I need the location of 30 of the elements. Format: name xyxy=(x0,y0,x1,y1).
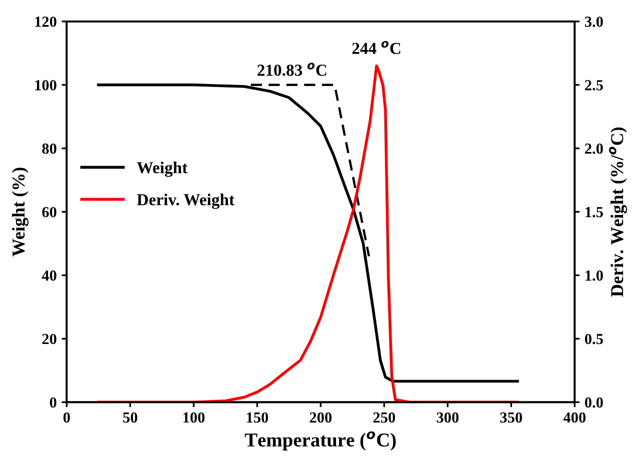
x-tick-label: 0 xyxy=(63,412,70,423)
y2-tick-label: 1.0 xyxy=(586,270,603,281)
y2-tick-label: 0.5 xyxy=(584,334,603,344)
y2-tick-label: 1.5 xyxy=(586,207,603,218)
y-axis-title: Weight (%) xyxy=(12,168,28,256)
x-tick-label: 200 xyxy=(310,412,332,423)
y2-axis-title: Deriv. Weight (%/$^{o}$C) xyxy=(609,128,628,297)
x-tick-label: 300 xyxy=(436,412,459,423)
y-tick-label: 100 xyxy=(35,80,56,90)
legend-label: Deriv. Weight xyxy=(136,194,234,209)
annotation: 244 $^{o}$C xyxy=(352,40,400,54)
x-tick-label: 150 xyxy=(246,412,268,423)
legend-label: Weight xyxy=(136,162,188,177)
x-tick-label: 100 xyxy=(183,412,205,423)
y-tick-label: 120 xyxy=(35,16,56,27)
y-tick-label: 20 xyxy=(42,334,56,344)
y2-tick-label: 3.0 xyxy=(584,16,603,27)
y-tick-label: 80 xyxy=(42,143,56,154)
y2-tick-label: 0.0 xyxy=(584,397,603,408)
x-axis-title: Temperature ($^{o}$C) xyxy=(244,431,396,451)
y-tick-label: 60 xyxy=(42,206,56,218)
x-tick-label: 350 xyxy=(500,412,522,423)
y2-tick-label: 2.0 xyxy=(585,143,603,154)
x-tick-label: 250 xyxy=(373,412,396,423)
y-tick-label: 40 xyxy=(42,270,56,281)
y-tick-label: 0 xyxy=(50,397,56,408)
annotation: 210.83 $^{o}$C xyxy=(258,62,326,76)
y2-tick-label: 2.5 xyxy=(585,80,603,90)
x-tick-label: 50 xyxy=(123,412,138,423)
x-tick-label: 400 xyxy=(563,412,586,423)
